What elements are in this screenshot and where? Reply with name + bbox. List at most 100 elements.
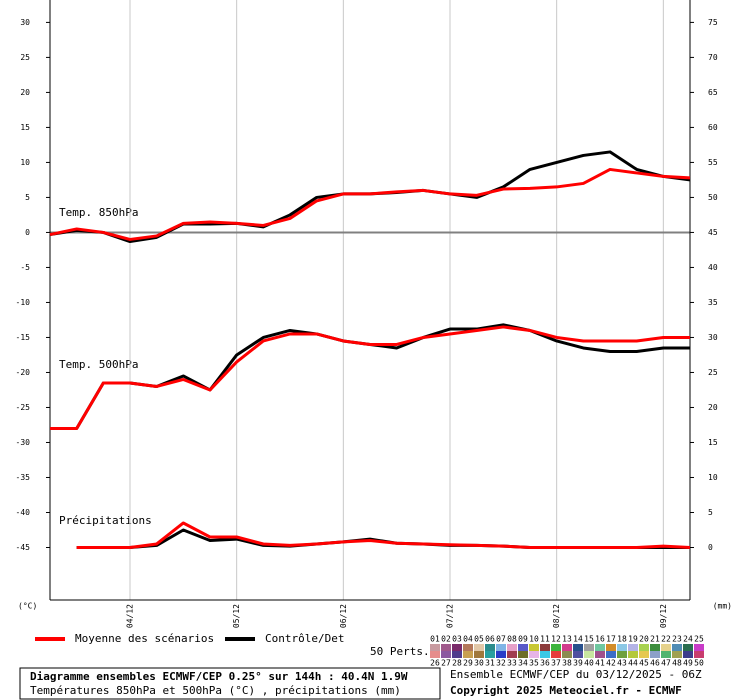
pert-label: 09 bbox=[518, 635, 528, 644]
pert-label: 14 bbox=[573, 635, 583, 644]
pert-label: 02 bbox=[441, 635, 451, 644]
pert-label: 45 bbox=[639, 659, 649, 668]
y2-tick-label: 70 bbox=[708, 53, 718, 62]
pert-swatch bbox=[441, 651, 451, 658]
pert-label: 34 bbox=[518, 659, 528, 668]
copyright: Copyright 2025 Meteociel.fr - ECMWF bbox=[450, 684, 682, 697]
x-tick-label: 07/12 bbox=[446, 604, 455, 628]
y-tick-label: -5 bbox=[20, 263, 30, 272]
y2-axis-label: (mm) bbox=[713, 602, 732, 611]
y2-tick-label: 35 bbox=[708, 298, 718, 307]
pert-label: 13 bbox=[562, 635, 572, 644]
pert-label: 07 bbox=[496, 635, 506, 644]
pert-label: 44 bbox=[628, 659, 638, 668]
chart-subtitle: Températures 850hPa et 500hPa (°C) , pré… bbox=[30, 684, 401, 697]
legend-label: Contrôle/Det bbox=[265, 632, 344, 645]
run-info: Ensemble ECMWF/CEP du 03/12/2025 - 06Z bbox=[450, 668, 702, 681]
pert-swatch bbox=[595, 644, 605, 651]
y2-tick-label: 65 bbox=[708, 88, 718, 97]
pert-label: 18 bbox=[617, 635, 627, 644]
annotation: Temp. 500hPa bbox=[59, 358, 138, 371]
pert-label: 06 bbox=[485, 635, 495, 644]
pert-label: 21 bbox=[650, 635, 660, 644]
pert-swatch bbox=[496, 644, 506, 651]
y2-tick-label: 40 bbox=[708, 263, 718, 272]
title-box bbox=[19, 667, 441, 700]
pert-swatch bbox=[650, 644, 660, 651]
annotation: Temp. 850hPa bbox=[59, 206, 138, 219]
pert-label: 08 bbox=[507, 635, 517, 644]
y2-tick-label: 45 bbox=[708, 228, 718, 237]
y-tick-label: 15 bbox=[20, 123, 30, 132]
pert-swatch bbox=[474, 644, 484, 651]
pert-label: 50 bbox=[694, 659, 704, 668]
y-tick-label: -10 bbox=[16, 298, 31, 307]
x-tick-label: 05/12 bbox=[232, 604, 241, 628]
pert-label: 11 bbox=[540, 635, 550, 644]
pert-label: 24 bbox=[683, 635, 693, 644]
pert-label: 20 bbox=[639, 635, 649, 644]
pert-swatch bbox=[485, 651, 495, 658]
pert-swatch bbox=[551, 651, 561, 658]
pert-label: 26 bbox=[430, 659, 440, 668]
y2-tick-label: 75 bbox=[708, 18, 718, 27]
pert-label: 12 bbox=[551, 635, 561, 644]
pert-swatch bbox=[628, 651, 638, 658]
pert-swatch bbox=[540, 644, 550, 651]
y2-tick-label: 55 bbox=[708, 158, 718, 167]
pert-label: 29 bbox=[463, 659, 473, 668]
pert-label: 49 bbox=[683, 659, 693, 668]
pert-label: 33 bbox=[507, 659, 517, 668]
y-tick-label: 10 bbox=[20, 158, 30, 167]
y2-tick-label: 50 bbox=[708, 193, 718, 202]
y-tick-label: 0 bbox=[25, 228, 30, 237]
pert-swatch bbox=[474, 651, 484, 658]
pert-label: 37 bbox=[551, 659, 561, 668]
y-axis-label: (°C) bbox=[18, 602, 37, 611]
pert-swatch bbox=[430, 644, 440, 651]
pert-label: 05 bbox=[474, 635, 484, 644]
pert-swatch bbox=[573, 651, 583, 658]
y2-tick-label: 30 bbox=[708, 333, 718, 342]
x-tick-label: 09/12 bbox=[659, 604, 668, 628]
pert-label: 15 bbox=[584, 635, 594, 644]
pert-label: 27 bbox=[441, 659, 451, 668]
y-tick-label: -20 bbox=[16, 368, 31, 377]
y-tick-label: -40 bbox=[16, 508, 31, 517]
pert-swatch bbox=[584, 644, 594, 651]
pert-label: 36 bbox=[540, 659, 550, 668]
y-tick-label: 30 bbox=[20, 18, 30, 27]
pert-label: 40 bbox=[584, 659, 594, 668]
pert-swatch bbox=[496, 651, 506, 658]
pert-swatch bbox=[639, 644, 649, 651]
pert-swatch bbox=[694, 644, 704, 651]
y2-tick-label: 15 bbox=[708, 438, 718, 447]
pert-label: 04 bbox=[463, 635, 473, 644]
pert-swatch bbox=[683, 651, 693, 658]
pert-swatch bbox=[540, 651, 550, 658]
perts-label: 50 Perts. bbox=[370, 645, 430, 658]
pert-swatch bbox=[507, 644, 517, 651]
pert-swatch bbox=[617, 651, 627, 658]
pert-swatch bbox=[463, 644, 473, 651]
y-tick-label: -25 bbox=[16, 403, 31, 412]
pert-swatch bbox=[672, 644, 682, 651]
pert-label: 10 bbox=[529, 635, 539, 644]
pert-swatch bbox=[441, 644, 451, 651]
series-line bbox=[50, 325, 690, 430]
pert-swatch bbox=[452, 644, 462, 651]
pert-swatch bbox=[551, 644, 561, 651]
pert-swatch bbox=[485, 644, 495, 651]
pert-swatch bbox=[595, 651, 605, 658]
pert-label: 30 bbox=[474, 659, 484, 668]
pert-label: 22 bbox=[661, 635, 671, 644]
pert-swatch bbox=[518, 644, 528, 651]
pert-swatch bbox=[639, 651, 649, 658]
pert-swatch bbox=[518, 651, 528, 658]
y2-tick-label: 20 bbox=[708, 403, 718, 412]
x-tick-label: 08/12 bbox=[552, 604, 561, 628]
pert-label: 28 bbox=[452, 659, 462, 668]
pert-swatch bbox=[672, 651, 682, 658]
legend-label: Moyenne des scénarios bbox=[75, 632, 214, 645]
